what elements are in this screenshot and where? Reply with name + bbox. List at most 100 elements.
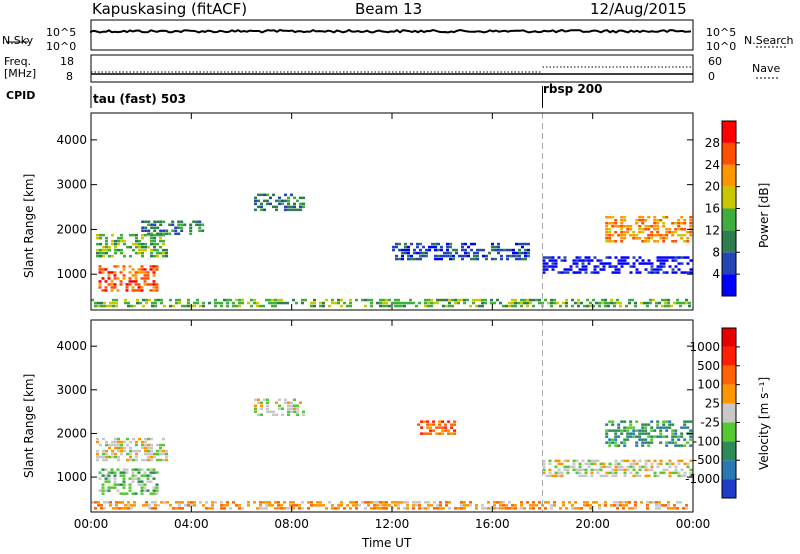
data-cell xyxy=(448,507,451,510)
data-cell xyxy=(587,459,591,463)
data-cell xyxy=(644,432,648,435)
data-cell xyxy=(265,504,268,507)
data-cell xyxy=(150,236,153,240)
data-cell xyxy=(665,444,669,447)
data-cell xyxy=(587,256,591,259)
data-cell xyxy=(671,471,675,475)
data-cell xyxy=(395,242,398,246)
data-cell xyxy=(102,455,105,459)
data-cell xyxy=(527,251,530,255)
data-cell xyxy=(605,471,609,475)
data-cell xyxy=(629,423,633,426)
data-cell xyxy=(116,289,120,292)
data-cell xyxy=(141,458,144,462)
data-cell xyxy=(649,501,652,504)
data-cell xyxy=(674,432,678,435)
data-cell xyxy=(149,492,153,495)
data-cell xyxy=(665,429,669,432)
data-cell xyxy=(250,304,253,308)
data-cell xyxy=(490,301,493,305)
data-cell xyxy=(482,254,485,258)
colorbar-tick-label: 1000 xyxy=(689,340,720,354)
data-cell xyxy=(563,459,567,463)
data-cell xyxy=(146,477,150,480)
data-cell xyxy=(299,196,302,200)
data-cell xyxy=(503,248,506,252)
data-cell xyxy=(638,432,642,435)
data-cell xyxy=(153,220,157,223)
data-cell xyxy=(607,301,610,305)
data-cell xyxy=(434,242,437,246)
data-cell xyxy=(265,501,268,504)
data-cell xyxy=(560,462,564,466)
data-cell xyxy=(671,240,675,243)
data-cell xyxy=(125,283,129,286)
data-cell xyxy=(601,301,604,305)
colorbar-tick-label: -100 xyxy=(693,434,720,448)
data-cell xyxy=(656,225,660,228)
data-cell xyxy=(623,259,627,262)
data-cell xyxy=(143,489,147,492)
data-cell xyxy=(452,248,455,252)
data-cell xyxy=(460,501,463,504)
data-cell xyxy=(124,504,127,507)
data-cell xyxy=(613,504,616,507)
data-cell xyxy=(557,256,561,259)
data-cell xyxy=(150,233,153,237)
data-cell xyxy=(658,504,661,507)
data-cell xyxy=(187,501,190,504)
data-cell xyxy=(364,501,367,504)
data-cell xyxy=(683,444,687,447)
data-cell xyxy=(145,501,148,504)
data-cell xyxy=(589,507,592,510)
data-cell xyxy=(398,248,401,252)
data-cell xyxy=(135,251,138,255)
data-cell xyxy=(527,242,530,246)
data-cell xyxy=(620,219,624,222)
data-cell xyxy=(277,298,280,302)
data-cell xyxy=(180,220,184,223)
data-cell xyxy=(316,504,319,507)
data-cell xyxy=(145,298,148,302)
data-cell xyxy=(114,239,117,243)
data-cell xyxy=(281,199,284,203)
data-cell xyxy=(662,435,666,438)
data-cell xyxy=(112,507,115,510)
data-cell xyxy=(629,432,633,435)
data-cell xyxy=(656,474,660,478)
data-cell xyxy=(544,501,547,504)
data-cell xyxy=(676,501,679,504)
data-cell xyxy=(385,501,388,504)
data-cell xyxy=(287,410,290,413)
data-cell xyxy=(653,271,657,274)
data-cell xyxy=(313,298,316,302)
data-cell xyxy=(451,298,454,302)
data-cell xyxy=(379,298,382,302)
data-cell xyxy=(296,410,299,413)
data-cell xyxy=(554,465,558,469)
data-cell xyxy=(680,234,684,237)
data-cell xyxy=(484,298,487,302)
data-cell xyxy=(132,437,135,441)
data-cell xyxy=(632,262,636,265)
data-cell xyxy=(641,228,645,231)
data-cell xyxy=(269,410,272,413)
data-cell xyxy=(584,265,588,268)
x-tick-label: 04:00 xyxy=(174,517,209,531)
data-cell xyxy=(511,298,514,302)
data-cell xyxy=(361,501,364,504)
data-cell xyxy=(150,242,153,246)
data-cell xyxy=(499,507,502,510)
data-cell xyxy=(662,271,666,274)
data-cell xyxy=(153,248,156,252)
data-cell xyxy=(355,501,358,504)
data-cell xyxy=(287,401,290,404)
data-cell xyxy=(404,248,407,252)
data-cell xyxy=(500,248,503,252)
data-cell xyxy=(665,228,669,231)
data-cell xyxy=(682,301,685,305)
data-cell xyxy=(572,465,576,469)
data-cell xyxy=(232,304,235,308)
data-cell xyxy=(659,259,663,262)
data-cell xyxy=(427,304,430,308)
